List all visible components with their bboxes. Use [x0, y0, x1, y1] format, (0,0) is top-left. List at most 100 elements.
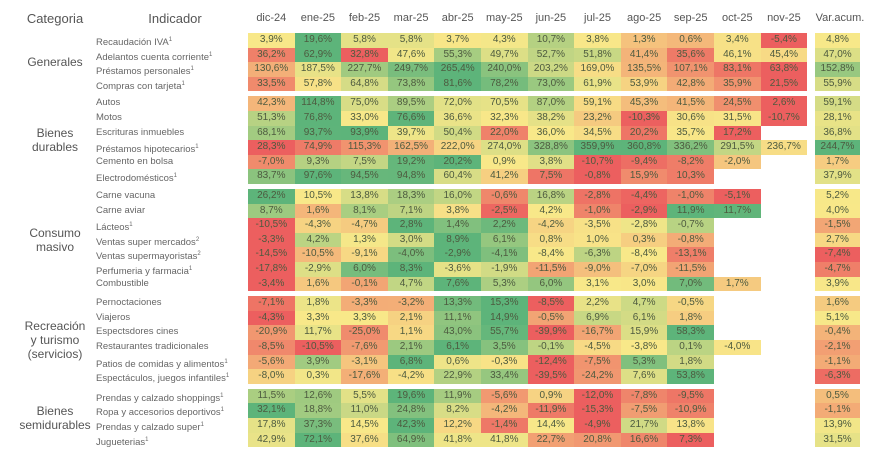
heatmap-cell: 19,6% — [387, 388, 435, 404]
indicator-name: Lácteos — [96, 222, 130, 234]
heatmap-cell: 45,3% — [620, 96, 668, 111]
heatmap-cell: 94,5% — [341, 169, 388, 184]
heatmap-cell: -8,4% — [527, 247, 575, 262]
acum-cell: -1,1% — [815, 354, 860, 370]
heatmap-cell: 0,6% — [667, 33, 714, 48]
heatmap-cell: -4,4% — [620, 189, 668, 204]
heatmap-cell: 70,5% — [481, 96, 528, 111]
heatmap-cell: -5,4% — [760, 33, 808, 48]
heatmap-cell: 51,3% — [248, 111, 295, 126]
heatmap-cell: 0,1% — [667, 340, 714, 355]
indicator-name: Préstamos hipotecarios — [96, 144, 196, 156]
heatmap-cell: 26,2% — [248, 189, 295, 204]
heatmap-cell: 41,5% — [667, 96, 714, 111]
heatmap-cell: 1,8% — [667, 354, 714, 370]
heatmap-cell: 34,5% — [574, 125, 621, 141]
indicator-name: Espectsdores cines — [96, 326, 179, 338]
heatmap-cell: 21,7% — [620, 418, 668, 433]
heatmap-cell: 1,1% — [387, 325, 435, 340]
acum-cell: 55,9% — [815, 76, 860, 92]
heatmap-cell: 265,4% — [434, 62, 481, 77]
heatmap-cell: 83,7% — [248, 169, 295, 184]
heatmap-cell: -11,5% — [527, 262, 575, 277]
indicator-label: Lácteos1 — [96, 218, 133, 236]
heatmap-cell: -1,4% — [481, 418, 528, 433]
indicator-label: Cemento en bolsa — [96, 155, 173, 170]
heatmap-cell: -7,6% — [341, 340, 388, 355]
heatmap-cell: 81,6% — [434, 76, 481, 92]
heatmap-cell: 18,3% — [387, 189, 435, 204]
indicator-name: Autos — [96, 97, 121, 109]
heatmap-cell: 236,7% — [760, 140, 808, 155]
heatmap-cell: 42,3% — [387, 418, 435, 433]
heatmap-cell: -39,5% — [527, 369, 575, 384]
heatmap-cell: 35,7% — [667, 125, 714, 141]
indicator-label: Escrituras inmuebles — [96, 126, 184, 141]
heatmap-cell: -1,9% — [481, 262, 528, 277]
heatmap-cell: 23,2% — [574, 111, 621, 126]
indicator-label: Carne vacuna — [96, 189, 155, 204]
heatmap-cell: -4,5% — [574, 340, 621, 355]
heatmap-cell: -2,0% — [714, 154, 761, 170]
indicator-header: Indicador — [148, 11, 202, 26]
heatmap-cell: 240,0% — [481, 62, 528, 77]
footnote-marker: 1 — [195, 144, 199, 151]
heatmap-cell: 13,8% — [341, 189, 388, 204]
heatmap-cell: 7,5% — [341, 154, 388, 170]
heatmap-cell: 7,6% — [620, 369, 668, 384]
heatmap-cell: 24,8% — [387, 403, 435, 418]
heatmap-cell: -8,0% — [248, 369, 295, 384]
indicator-label: Combustible — [96, 277, 149, 292]
heatmap-cell: 162,5% — [387, 140, 435, 155]
heatmap-cell: 73,8% — [387, 76, 435, 92]
indicator-name: Carne aviar — [96, 204, 146, 216]
heatmap-cell: 15,3% — [481, 296, 528, 311]
heatmap-cell: 7,0% — [667, 276, 714, 292]
heatmap-cell: 274,0% — [481, 140, 528, 155]
acum-cell: 4,8% — [815, 33, 860, 48]
heatmap-cell: -5,6% — [248, 354, 295, 370]
heatmap-cell: 76,6% — [387, 111, 435, 126]
heatmap-cell: 46,1% — [714, 47, 761, 63]
footnote-marker: 1 — [225, 373, 230, 380]
category-label: Generales — [27, 55, 83, 70]
heatmap-cell: 43,0% — [434, 325, 481, 340]
heatmap-cell: 1,3% — [620, 33, 668, 48]
heatmap-cell: -17,8% — [248, 262, 295, 277]
heatmap-cell: -3,3% — [248, 232, 295, 248]
heatmap-cell: -4,0% — [714, 340, 761, 355]
heatmap-cell: 94,8% — [387, 169, 435, 184]
heatmap-cell: 33,0% — [341, 111, 388, 126]
heatmap-cell: 37,6% — [341, 432, 388, 448]
indicator-label: Prendas y calzado shoppings1 — [96, 389, 223, 407]
footnote-marker: 1 — [188, 266, 193, 272]
heatmap-cell: -3,5% — [574, 218, 621, 233]
heatmap-cell: -8,5% — [248, 340, 295, 355]
indicator-label: Electrodomésticos1 — [96, 169, 177, 187]
heatmap-cell: -0,8% — [667, 232, 714, 248]
month-header: mar-25 — [393, 12, 429, 24]
heatmap-cell: 24,5% — [714, 96, 761, 111]
heatmap-cell: 115,3% — [341, 140, 388, 155]
heatmap-cell: 135,5% — [620, 62, 668, 77]
heatmap-cell: -17,6% — [341, 369, 388, 384]
heatmap-cell: 14,5% — [341, 418, 388, 433]
heatmap-cell: 5,5% — [341, 388, 388, 404]
heatmap-cell: 4,7% — [620, 296, 668, 311]
heatmap-cell: 2,6% — [760, 96, 808, 111]
heatmap-cell: -39,9% — [527, 325, 575, 340]
heatmap-cell: 3,8% — [574, 33, 621, 48]
heatmap-cell: 222,0% — [434, 140, 481, 155]
heatmap-cell: 3,9% — [248, 33, 295, 48]
category-label: Bienes durables — [31, 126, 79, 155]
heatmap-cell: 5,3% — [620, 354, 668, 370]
indicator-name: Combustible — [96, 277, 149, 289]
heatmap-cell: 130,6% — [248, 62, 295, 77]
category-label: Bienes semidurables — [19, 404, 91, 432]
footnote-marker: 1 — [129, 222, 133, 229]
acum-cell: 2,7% — [815, 232, 860, 248]
heatmap-cell: 11,1% — [434, 310, 481, 326]
heatmap-cell: 0,3% — [620, 232, 668, 248]
heatmap-cell: 8,3% — [387, 262, 435, 277]
month-header: may-25 — [485, 12, 523, 24]
